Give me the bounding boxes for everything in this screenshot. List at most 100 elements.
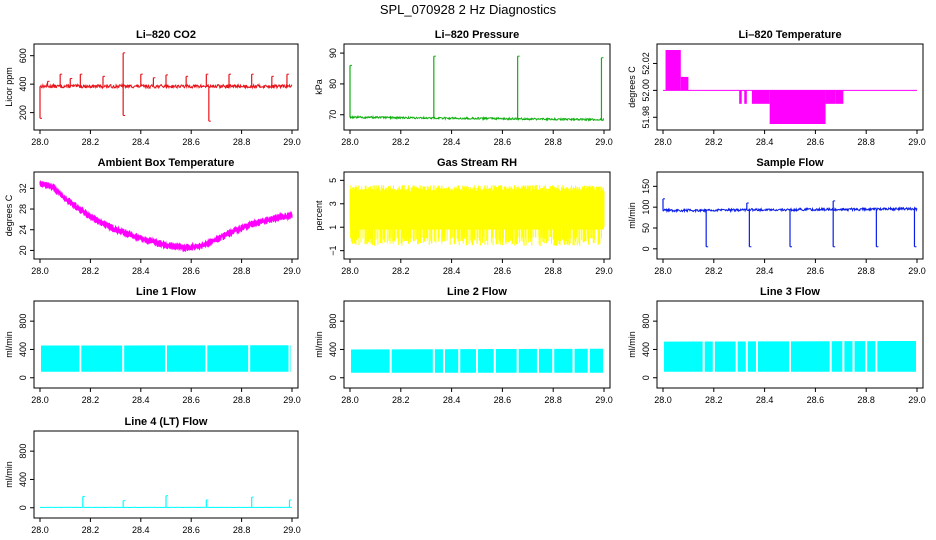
xtick-label-line2_flow-0: 28.0 — [341, 395, 359, 405]
block-line1_flow-5 — [250, 345, 289, 372]
band-licor_temp-8 — [835, 90, 844, 104]
block-line2_flow-10 — [574, 348, 588, 373]
block-line3_flow-8 — [844, 341, 853, 372]
block-line3_flow-6 — [791, 341, 830, 372]
ytick-label-line1_flow-2: 800 — [18, 314, 28, 329]
xtick-label-gas_rh-0: 28.0 — [341, 266, 359, 276]
xtick-label-sample_flow-3: 28.6 — [807, 266, 825, 276]
xtick-label-line4_flow-1: 28.2 — [82, 525, 100, 535]
band-licor_temp-0 — [665, 50, 681, 91]
xtick-label-line1_flow-5: 29.0 — [283, 395, 301, 405]
ylabel-gas_rh: percent — [314, 200, 324, 231]
band-licor_temp-3 — [744, 90, 747, 104]
block-line3_flow-11 — [877, 340, 916, 372]
plot-area-pressure — [349, 55, 605, 122]
xtick-label-co2-5: 29.0 — [283, 137, 301, 147]
ytick-label-box_temp-1: 24 — [18, 225, 28, 235]
ytick-label-licor_temp-0: 51.98 — [641, 106, 651, 129]
ytick-label-line3_flow-2: 800 — [641, 314, 651, 329]
xtick-label-line3_flow-4: 28.8 — [857, 395, 875, 405]
ytick-label-line2_flow-0: 0 — [328, 375, 338, 380]
ytick-label-gas_rh-1: 1 — [328, 225, 338, 230]
line-co2 — [39, 82, 293, 90]
ytick-label-line2_flow-1: 400 — [328, 342, 338, 357]
ytick-label-line4_flow-0: 0 — [18, 505, 28, 510]
title-licor_temp: Li–820 Temperature — [738, 29, 841, 41]
block-line3_flow-4 — [747, 341, 756, 372]
panel-line4_flow: Line 4 (LT) Flow 28.0 28.2 28.4 28.6 28.8 29.0… — [4, 416, 301, 535]
xtick-label-licor_temp-2: 28.4 — [756, 137, 774, 147]
ylabel-co2: Licor ppm — [4, 67, 14, 107]
band-licor_temp-5 — [756, 90, 770, 104]
frame-line1_flow — [33, 300, 299, 389]
xtick-label-licor_temp-1: 28.2 — [705, 137, 723, 147]
frame-sample_flow — [656, 171, 924, 260]
xtick-label-line4_flow-0: 28.0 — [31, 525, 49, 535]
block-line3_flow-7 — [831, 341, 843, 372]
ylabel-box_temp: degrees C — [4, 194, 14, 236]
frame-line3_flow — [656, 300, 924, 389]
ytick-label-line4_flow-1: 400 — [18, 472, 28, 487]
ytick-label-licor_temp-1: 52.00 — [641, 79, 651, 102]
xtick-label-sample_flow-4: 28.8 — [857, 266, 875, 276]
xtick-label-line4_flow-3: 28.6 — [182, 525, 200, 535]
panel-line3_flow: Line 3 Flow 28.0 28.2 28.4 28.6 28.8 29.0 0 400 8… — [627, 286, 926, 405]
xtick-label-sample_flow-2: 28.4 — [756, 266, 774, 276]
xtick-label-pressure-1: 28.2 — [392, 137, 410, 147]
block-line3_flow-3 — [737, 341, 746, 372]
band-licor_temp-4 — [751, 90, 757, 104]
xtick-label-pressure-4: 28.8 — [544, 137, 562, 147]
frame-licor_temp — [656, 43, 924, 131]
panel-sample_flow: Sample Flow 28.0 28.2 28.4 28.6 28.8 29.0 0 50 10… — [627, 157, 926, 276]
series-line2_flow — [351, 348, 603, 373]
xtick-label-box_temp-2: 28.4 — [132, 266, 150, 276]
line-pressure — [349, 114, 605, 122]
xtick-label-line2_flow-1: 28.2 — [392, 395, 410, 405]
xtick-label-co2-2: 28.4 — [132, 137, 150, 147]
block-line1_flow-1 — [81, 345, 123, 372]
xtick-label-licor_temp-3: 28.6 — [807, 137, 825, 147]
ytick-label-sample_flow-0: 0 — [641, 246, 651, 251]
ytick-label-sample_flow-2: 100 — [641, 200, 651, 215]
plot-area-line1_flow — [41, 345, 291, 372]
block-line2_flow-9 — [554, 348, 573, 373]
plot-area-licor_temp — [663, 50, 917, 124]
xtick-label-line3_flow-5: 29.0 — [908, 395, 926, 405]
xtick-label-line3_flow-2: 28.4 — [756, 395, 774, 405]
block-line2_flow-6 — [495, 348, 517, 373]
ytick-label-licor_temp-2: 52.02 — [641, 52, 651, 75]
panel-line2_flow: Line 2 Flow 28.0 28.2 28.4 28.6 28.8 29.0 0 400 8… — [314, 286, 613, 405]
block-line2_flow-5 — [478, 349, 494, 373]
xtick-label-line2_flow-5: 29.0 — [595, 395, 613, 405]
xtick-label-box_temp-1: 28.2 — [82, 266, 100, 276]
xtick-label-co2-3: 28.6 — [182, 137, 200, 147]
series-co2 — [39, 52, 293, 122]
figure-suptitle: SPL_070928 2 Hz Diagnostics — [380, 2, 557, 17]
block-line3_flow-5 — [757, 341, 789, 372]
title-line3_flow: Line 3 Flow — [760, 286, 820, 298]
title-line4_flow: Line 4 (LT) Flow — [125, 416, 208, 428]
xtick-label-line2_flow-2: 28.4 — [443, 395, 461, 405]
ytick-label-co2-1: 400 — [18, 77, 28, 92]
panel-pressure: Li–820 Pressure 28.0 28.2 28.4 28.6 28.8 29.0 7… — [314, 29, 613, 147]
title-box_temp: Ambient Box Temperature — [98, 157, 235, 169]
series-pressure — [349, 55, 605, 122]
ytick-label-gas_rh-3: 5 — [328, 178, 338, 183]
title-co2: Li–820 CO2 — [136, 29, 196, 41]
xtick-label-line1_flow-4: 28.8 — [233, 395, 251, 405]
ylabel-pressure: kPa — [314, 79, 324, 95]
xtick-label-licor_temp-5: 29.0 — [908, 137, 926, 147]
panel-gas_rh: Gas Stream RH 28.0 28.2 28.4 28.6 28.8 29.0 −1 1… — [314, 157, 613, 276]
xtick-label-gas_rh-3: 28.6 — [494, 266, 512, 276]
frame-pressure — [343, 43, 611, 131]
ylabel-sample_flow: ml/min — [627, 202, 637, 229]
series-line1_flow — [41, 345, 291, 372]
plot-area-line3_flow — [664, 340, 916, 372]
xtick-label-co2-4: 28.8 — [233, 137, 251, 147]
series-gas_rh — [349, 185, 605, 246]
xtick-label-line2_flow-4: 28.8 — [544, 395, 562, 405]
xtick-label-line3_flow-1: 28.2 — [705, 395, 723, 405]
ytick-label-sample_flow-3: 150 — [641, 179, 651, 194]
xtick-label-gas_rh-5: 29.0 — [595, 266, 613, 276]
xtick-label-pressure-2: 28.4 — [443, 137, 461, 147]
